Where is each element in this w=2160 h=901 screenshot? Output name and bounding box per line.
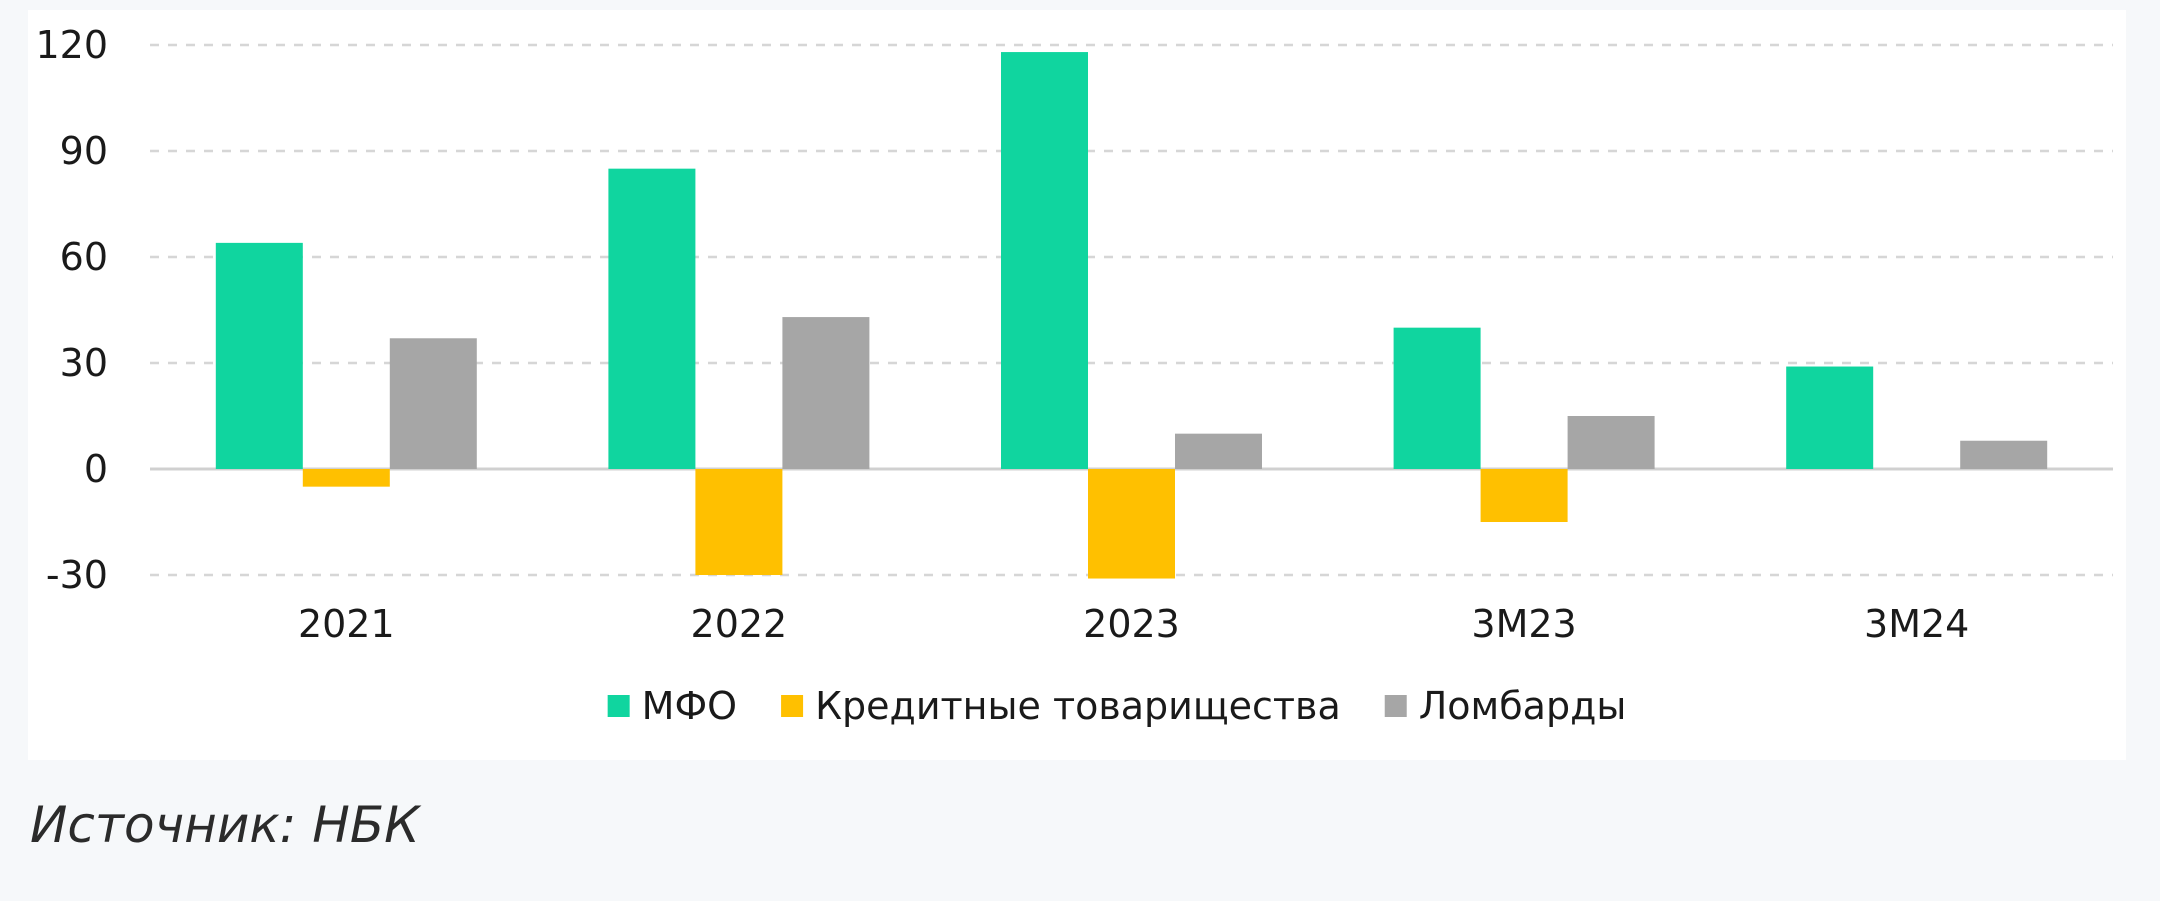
x-category-label: 2021 [298,602,395,646]
bar-credit-partnerships [302,469,390,487]
bar-mfo [1786,366,1874,469]
x-category-label: 2022 [691,602,788,646]
x-category-label: 2023 [1083,602,1180,646]
y-tick-label: -30 [46,553,108,597]
bar-mfo [1001,52,1088,470]
x-category-label: 3М23 [1471,602,1576,646]
legend-swatch [781,695,804,717]
legend-label: Кредитные товарищества [815,684,1341,728]
legend-item: Ломбарды [1384,684,1627,728]
legend-item: Кредитные товарищества [781,684,1341,728]
legend-label: Ломбарды [1419,684,1627,728]
bar-credit-partnerships [1480,469,1568,522]
bar-credit-partnerships [695,469,783,575]
bar-pawnshops [389,338,477,469]
x-category-label: 3М24 [1864,602,1969,646]
y-tick-label: 120 [35,23,108,67]
y-tick-label: 90 [60,129,108,173]
bar-mfo [215,242,303,469]
bar-mfo [1393,327,1481,469]
bar-pawnshops [1175,433,1262,469]
y-tick-label: 60 [60,235,108,279]
source-note: Источник: НБК [30,796,420,854]
y-tick-label: 0 [84,447,108,491]
bar-chart: 120 90 60 30 0 -30 2021 2022 2023 3М23 3М24 МФО Кре… [35,23,2113,728]
bar-pawnshops [782,317,870,469]
legend-item: МФО [607,684,737,728]
legend-swatch [1384,695,1407,717]
bar-pawnshops [1960,440,2048,469]
bar-mfo [608,168,696,469]
bar-credit-partnerships [1088,469,1175,579]
chart-panel: 120 90 60 30 0 -30 2021 2022 2023 3М23 3М24 МФО Кре… [28,10,2126,760]
bar-pawnshops [1567,416,1655,469]
y-tick-label: 30 [60,341,108,385]
legend-label: МФО [642,684,737,728]
legend-swatch [607,695,630,717]
